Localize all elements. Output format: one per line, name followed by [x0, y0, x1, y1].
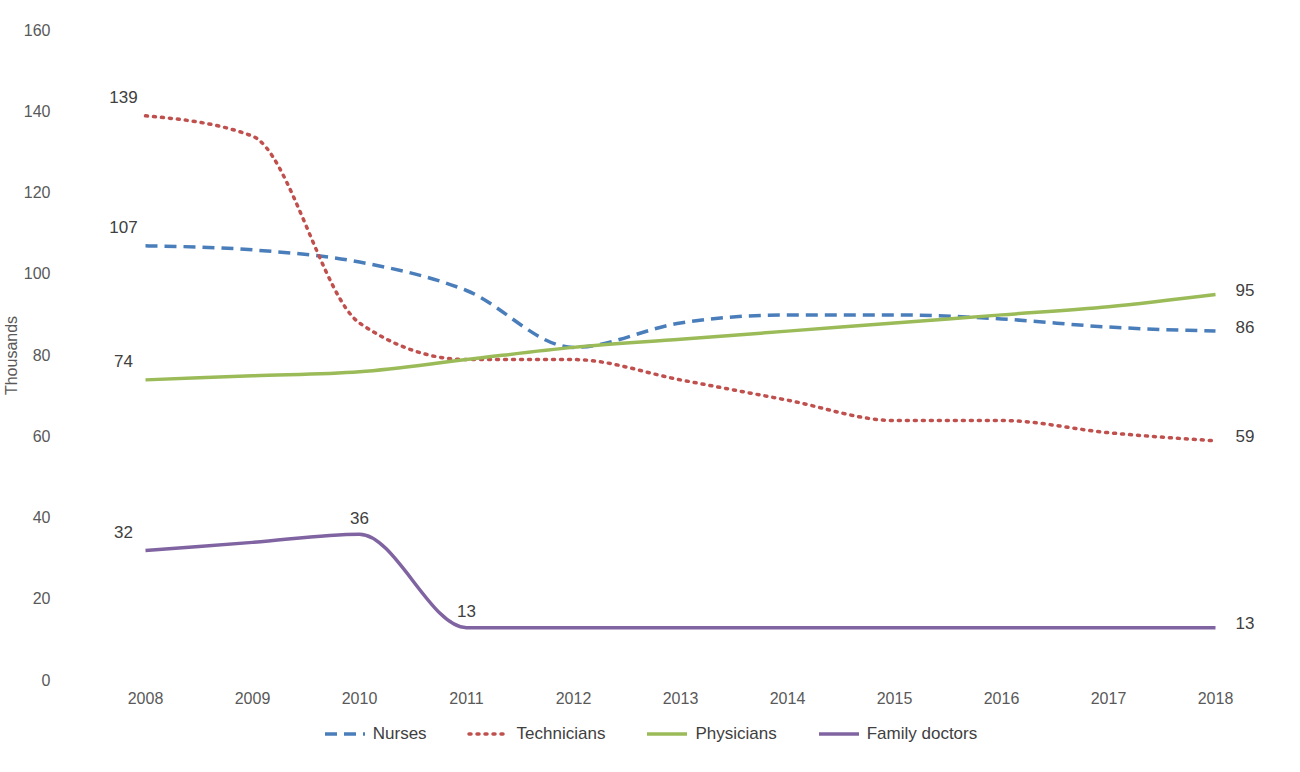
svg-text:60: 60 [33, 428, 51, 445]
html-text:Nurses: Nurses [372, 724, 427, 743]
svg-text:80: 80 [33, 347, 51, 364]
svg-text:13: 13 [457, 602, 476, 621]
svg-text:13: 13 [1236, 614, 1255, 633]
svg-text:120: 120 [24, 184, 51, 201]
svg-text:2008: 2008 [128, 690, 164, 707]
svg-text:2013: 2013 [663, 690, 699, 707]
svg-text:36: 36 [350, 509, 369, 528]
svg-text:32: 32 [114, 523, 133, 542]
svg-text:2015: 2015 [877, 690, 913, 707]
svg-text:40: 40 [33, 509, 51, 526]
html-text:Physicians: Physicians [695, 724, 777, 743]
svg-text:2017: 2017 [1091, 690, 1127, 707]
svg-text:20: 20 [33, 590, 51, 607]
svg-text:140: 140 [24, 103, 51, 120]
svg-text:139: 139 [109, 88, 137, 107]
svg-text:Thousands: Thousands [3, 316, 20, 395]
svg-text:59: 59 [1236, 427, 1255, 446]
svg-text:2014: 2014 [770, 690, 806, 707]
html-text:Technicians: Technicians [516, 724, 606, 743]
svg-text:2016: 2016 [984, 690, 1020, 707]
svg-text:2009: 2009 [235, 690, 271, 707]
svg-text:2012: 2012 [556, 690, 592, 707]
svg-text:160: 160 [24, 22, 51, 39]
svg-text:2010: 2010 [342, 690, 378, 707]
svg-text:0: 0 [42, 672, 51, 689]
html-text:Family doctors: Family doctors [866, 724, 978, 743]
svg-text:2011: 2011 [449, 690, 484, 707]
svg-text:74: 74 [114, 352, 133, 371]
svg-text:95: 95 [1236, 281, 1255, 300]
svg-text:2018: 2018 [1198, 690, 1234, 707]
svg-text:107: 107 [109, 218, 137, 237]
svg-text:100: 100 [24, 265, 51, 282]
svg-text:86: 86 [1236, 318, 1255, 337]
